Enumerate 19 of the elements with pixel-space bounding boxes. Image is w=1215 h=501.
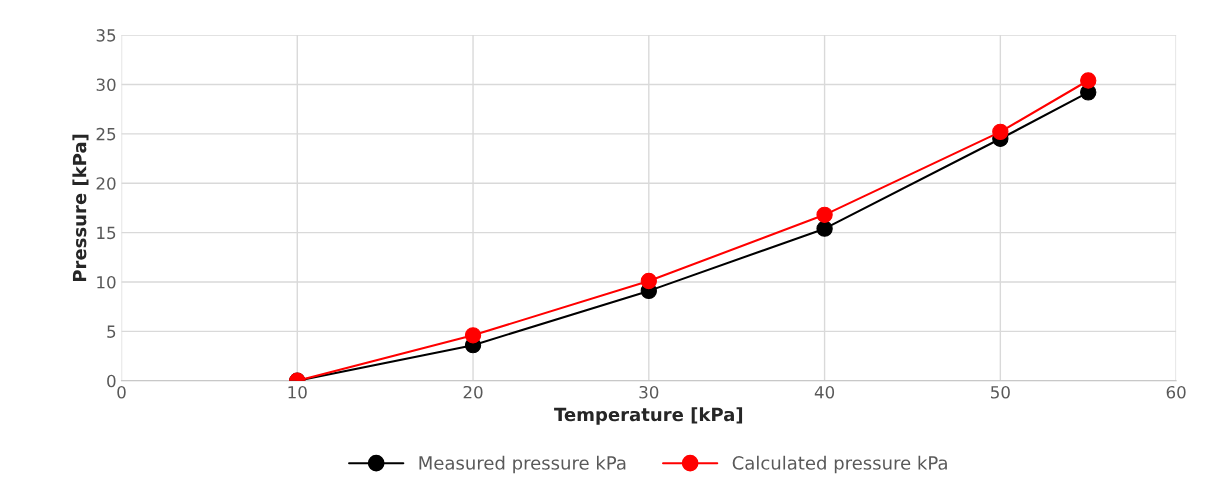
y-tick-label: 10 — [97, 275, 116, 289]
x-tick-label: 50 — [991, 385, 1010, 399]
x-tick-label: 30 — [639, 385, 659, 399]
y-axis-title: Pressure [kPa] — [72, 134, 89, 282]
x-tick-label: 60 — [1166, 385, 1186, 399]
y-tick-label: 15 — [97, 226, 116, 240]
x-tick-label: 40 — [814, 385, 835, 399]
y-tick-label: 25 — [96, 127, 116, 141]
x-tick-label: 10 — [288, 385, 307, 399]
legend-label: Calculated pressure kPa — [732, 455, 947, 474]
y-tick-label: 5 — [107, 325, 116, 338]
x-axis-title: Temperature [kPa] — [554, 407, 743, 425]
y-tick-label: 35 — [96, 29, 116, 42]
y-tick-label: 30 — [96, 78, 116, 92]
y-tick-label: 0 — [107, 374, 116, 388]
y-tick-label: 20 — [96, 177, 116, 190]
legend-label: Measured pressure kPa — [419, 455, 626, 474]
x-tick-label: 20 — [463, 385, 483, 399]
x-tick-label: 0 — [117, 385, 126, 399]
